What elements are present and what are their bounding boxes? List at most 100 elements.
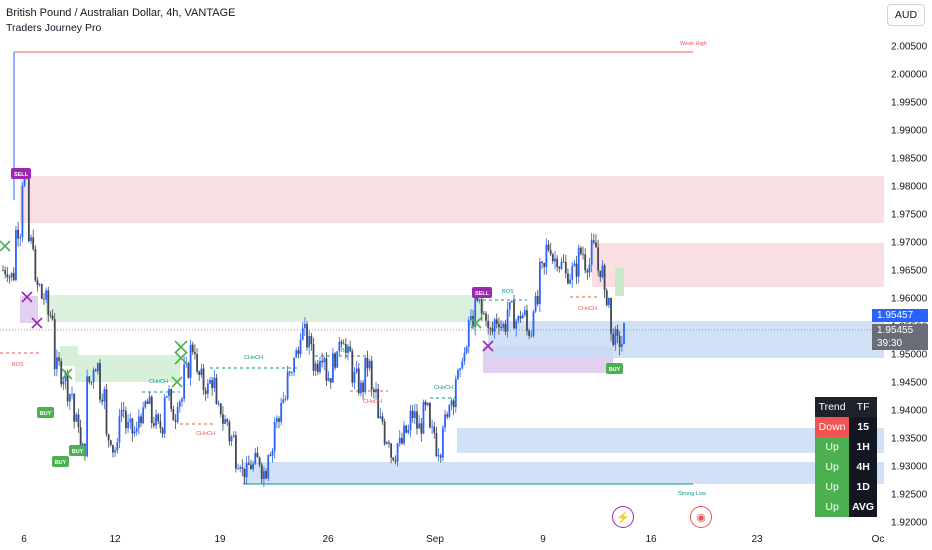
candle-body	[504, 323, 507, 332]
candle-body	[90, 382, 93, 383]
candle-body	[194, 352, 196, 355]
tf-cell: 1D	[849, 477, 877, 497]
supply-zone-right	[592, 243, 884, 287]
candle-body	[12, 272, 15, 281]
x-tick-label: 19	[214, 534, 226, 545]
candle-body	[30, 237, 32, 242]
candle-body	[437, 455, 440, 457]
candle-body	[325, 358, 328, 381]
candle-body	[260, 464, 263, 480]
current-price-tag: 1.95455	[872, 324, 928, 337]
candle-body	[273, 421, 276, 451]
candle-body	[265, 471, 267, 479]
candle-body	[523, 310, 526, 316]
candle-body	[239, 467, 242, 469]
candle-body	[534, 295, 537, 312]
svg-text:BUY: BUY	[40, 411, 52, 417]
candle-body	[385, 442, 388, 444]
candle-body	[426, 402, 429, 406]
candle-body	[200, 368, 203, 375]
candle-body	[405, 425, 408, 433]
candle-body	[573, 263, 576, 267]
candle-body	[560, 261, 563, 269]
candle-body	[21, 185, 24, 238]
candle-body	[610, 297, 612, 334]
demand-zone-blue-2	[457, 428, 884, 453]
candle-body	[584, 254, 587, 271]
candle-body	[370, 360, 373, 390]
candle-body	[127, 421, 129, 429]
news-icon[interactable]: ◉	[690, 506, 712, 528]
candle-body	[388, 442, 390, 444]
candle-body	[448, 405, 451, 417]
candle-body	[58, 357, 60, 362]
candle-body	[68, 394, 71, 402]
trend-table: Trend TF Down 15 Up 1H Up 4H Up 1D Up AV…	[815, 397, 877, 517]
candle-body	[616, 329, 619, 336]
candle-body	[96, 363, 99, 372]
sell-badge-1: SELL	[11, 168, 31, 179]
candle-body	[612, 333, 615, 345]
candle-body	[51, 315, 54, 320]
candle-body	[467, 320, 470, 347]
candle-body	[196, 354, 198, 372]
lightning-icon[interactable]: ⚡	[612, 506, 634, 528]
candle-body	[250, 464, 252, 470]
candle-body	[362, 382, 364, 392]
candle-body	[32, 237, 35, 250]
candle-body	[474, 296, 477, 328]
candle-body	[508, 301, 511, 310]
candle-body	[107, 434, 110, 441]
x-marker-purple-2	[31, 317, 43, 329]
candle-body	[323, 358, 326, 363]
candle-body	[183, 364, 186, 399]
bos-label-1: BOS	[12, 362, 24, 368]
trend-row: Up 1D	[815, 477, 877, 497]
candle-body	[603, 265, 606, 291]
bos-label-2: BOS	[341, 348, 353, 354]
candle-body	[618, 335, 621, 347]
candle-body	[60, 361, 63, 385]
candle-body	[515, 320, 518, 329]
candle-body	[454, 378, 457, 408]
candle-body	[582, 253, 584, 255]
candle-body	[8, 277, 11, 278]
candle-body	[478, 299, 481, 301]
candle-body	[286, 371, 289, 399]
candle-body	[360, 382, 362, 394]
strong-low-label: Strong Low	[678, 491, 706, 497]
candle-body	[6, 274, 9, 278]
candle-body	[23, 177, 26, 186]
candle-body	[144, 401, 147, 408]
candle-body	[213, 377, 216, 389]
candle-body	[122, 410, 125, 411]
candle-body	[243, 468, 246, 478]
y-axis: 2.00500 2.00000 1.99500 1.99000 1.98500 1.980…	[891, 42, 928, 529]
y-tick-label: 1.98000	[891, 182, 928, 193]
candle-body	[86, 376, 88, 457]
tf-header: TF	[849, 397, 877, 417]
candle-body	[590, 240, 593, 265]
x-tick-label: 23	[751, 534, 763, 545]
candle-body	[592, 240, 595, 243]
candle-body	[429, 402, 431, 428]
candle-body	[271, 450, 274, 456]
candle-body	[510, 301, 513, 303]
candle-body	[491, 328, 494, 332]
demand-zone-blue-1	[488, 321, 884, 358]
y-tick-label: 2.00000	[891, 70, 928, 81]
candle-body	[532, 311, 535, 336]
choch-label-5: CHoCH	[434, 385, 453, 391]
currency-button[interactable]: AUD	[887, 4, 925, 26]
candle-body	[463, 352, 466, 362]
candle-body	[114, 450, 117, 453]
candle-body	[153, 423, 155, 426]
candle-body	[187, 363, 190, 378]
candle-body	[258, 457, 261, 465]
candle-body	[79, 427, 82, 447]
candle-body	[230, 436, 233, 442]
candle-body	[280, 402, 283, 422]
candle-body	[66, 372, 69, 402]
candle-body	[103, 389, 106, 402]
